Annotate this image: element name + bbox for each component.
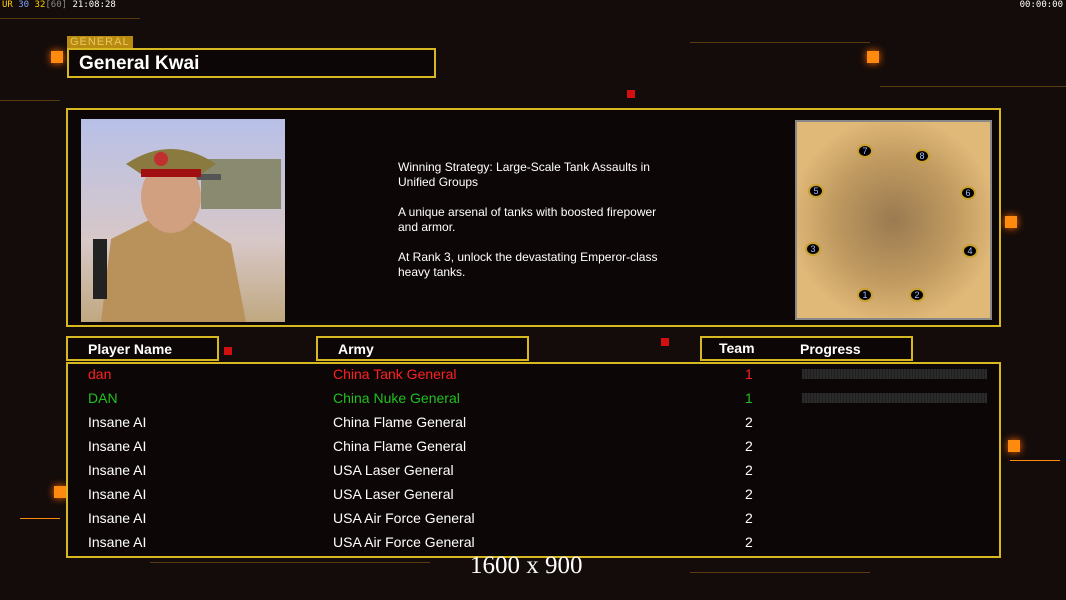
player-row[interactable]: DAN China Nuke General 1 [68,388,999,412]
player-row[interactable]: Insane AI USA Air Force General 2 [68,508,999,532]
fps-a: 30 [18,0,30,10]
player-army: China Nuke General [333,390,460,406]
map-preview: 7 8 5 6 3 4 1 2 [795,120,992,320]
progress-bar [802,393,987,403]
header-team-progress: Team Progress [700,336,913,361]
general-name: General Kwai [67,48,436,78]
player-name: Insane AI [88,486,147,502]
player-army: China Flame General [333,438,467,454]
fps-cap: [60] [45,0,68,10]
player-name: Insane AI [88,534,147,550]
header-team: Team [719,340,755,356]
player-row[interactable]: Insane AI China Flame General 2 [68,436,999,460]
start-spot-2: 2 [909,288,925,302]
general-info-panel: Winning Strategy: Large-Scale Tank Assau… [66,108,1001,327]
start-spot-7: 7 [857,144,873,158]
player-army: China Tank General [333,366,457,382]
general-description: Winning Strategy: Large-Scale Tank Assau… [398,160,708,295]
player-name: Insane AI [88,462,147,478]
player-name: Insane AI [88,510,147,526]
player-team: 2 [745,534,753,550]
player-team: 1 [745,390,753,406]
player-row[interactable]: Insane AI USA Air Force General 2 [68,532,999,556]
player-army: USA Air Force General [333,534,475,550]
start-spot-8: 8 [914,149,930,163]
player-army: USA Air Force General [333,510,475,526]
player-army: USA Laser General [333,486,454,502]
player-team: 2 [745,414,753,430]
fps-b: 32 [34,0,46,10]
start-spot-3: 3 [805,242,821,256]
player-row[interactable]: Insane AI USA Laser General 2 [68,460,999,484]
player-team: 2 [745,510,753,526]
player-row[interactable]: dan China Tank General 1 [68,364,999,388]
player-name: Insane AI [88,438,147,454]
player-row[interactable]: Insane AI USA Laser General 2 [68,484,999,508]
arsenal-text: A unique arsenal of tanks with boosted f… [398,205,657,234]
fps-readout: UR 30 32[60] 21:08:28 [2,0,116,10]
player-name: DAN [88,390,118,406]
system-time: 21:08:28 [72,0,116,10]
general-portrait [81,119,285,322]
general-tag: GENERAL [67,36,133,48]
start-spot-6: 6 [960,186,976,200]
game-clock: 00:00:00 [1019,0,1063,10]
progress-bar [802,369,987,379]
rank-text: At Rank 3, unlock the devastating Empero… [398,250,658,279]
header-player-name: Player Name [66,336,219,361]
player-row[interactable]: Insane AI China Flame General 2 [68,412,999,436]
player-team: 2 [745,438,753,454]
ur-label: UR [2,0,13,10]
player-name: dan [88,366,112,382]
header-army: Army [316,336,529,361]
resolution-label: 1600 x 900 [470,552,583,579]
player-list: dan China Tank General 1 DAN China Nuke G… [66,362,1001,558]
player-army: USA Laser General [333,462,454,478]
start-spot-5: 5 [808,184,824,198]
start-spot-4: 4 [962,244,978,258]
player-team: 2 [745,462,753,478]
player-army: China Flame General [333,414,467,430]
player-name: Insane AI [88,414,147,430]
strategy-text: Winning Strategy: Large-Scale Tank Assau… [398,160,650,189]
header-progress: Progress [800,341,861,357]
player-team: 1 [745,366,753,382]
start-spot-1: 1 [857,288,873,302]
player-team: 2 [745,486,753,502]
